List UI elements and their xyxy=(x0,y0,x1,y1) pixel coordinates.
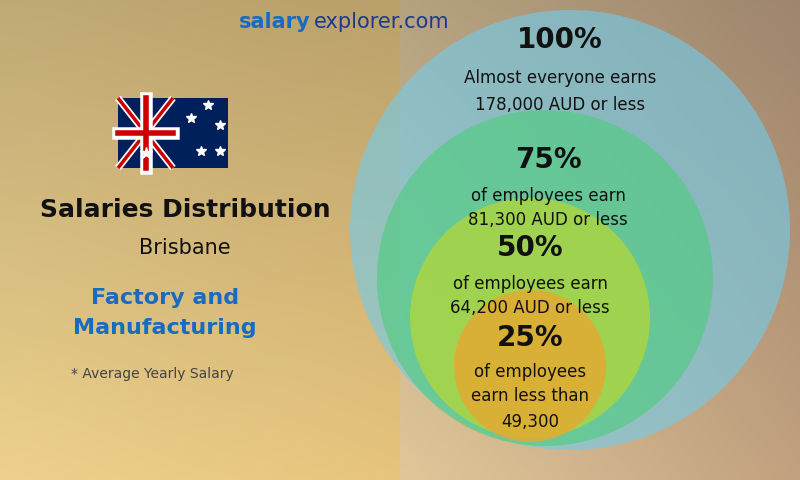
Circle shape xyxy=(377,110,713,446)
Text: 178,000 AUD or less: 178,000 AUD or less xyxy=(475,96,645,114)
Circle shape xyxy=(410,198,650,438)
Text: of employees: of employees xyxy=(474,363,586,381)
Text: * Average Yearly Salary: * Average Yearly Salary xyxy=(70,367,234,381)
Text: 49,300: 49,300 xyxy=(501,413,559,431)
Text: salary: salary xyxy=(238,12,310,32)
Circle shape xyxy=(454,290,606,442)
Text: of employees earn: of employees earn xyxy=(470,187,626,205)
Text: Brisbane: Brisbane xyxy=(139,238,231,258)
Circle shape xyxy=(350,10,790,450)
Text: 64,200 AUD or less: 64,200 AUD or less xyxy=(450,299,610,317)
Text: 100%: 100% xyxy=(517,26,603,54)
Text: 50%: 50% xyxy=(497,234,563,262)
Text: 25%: 25% xyxy=(497,324,563,352)
Text: Factory and: Factory and xyxy=(91,288,239,308)
Text: 81,300 AUD or less: 81,300 AUD or less xyxy=(468,211,628,229)
Text: Almost everyone earns: Almost everyone earns xyxy=(464,69,656,87)
Text: of employees earn: of employees earn xyxy=(453,275,607,293)
Text: Salaries Distribution: Salaries Distribution xyxy=(40,198,330,222)
Text: Manufacturing: Manufacturing xyxy=(73,318,257,338)
Text: explorer.com: explorer.com xyxy=(314,12,450,32)
Bar xyxy=(118,98,228,168)
Text: earn less than: earn less than xyxy=(471,387,589,405)
Text: 75%: 75% xyxy=(514,146,582,174)
